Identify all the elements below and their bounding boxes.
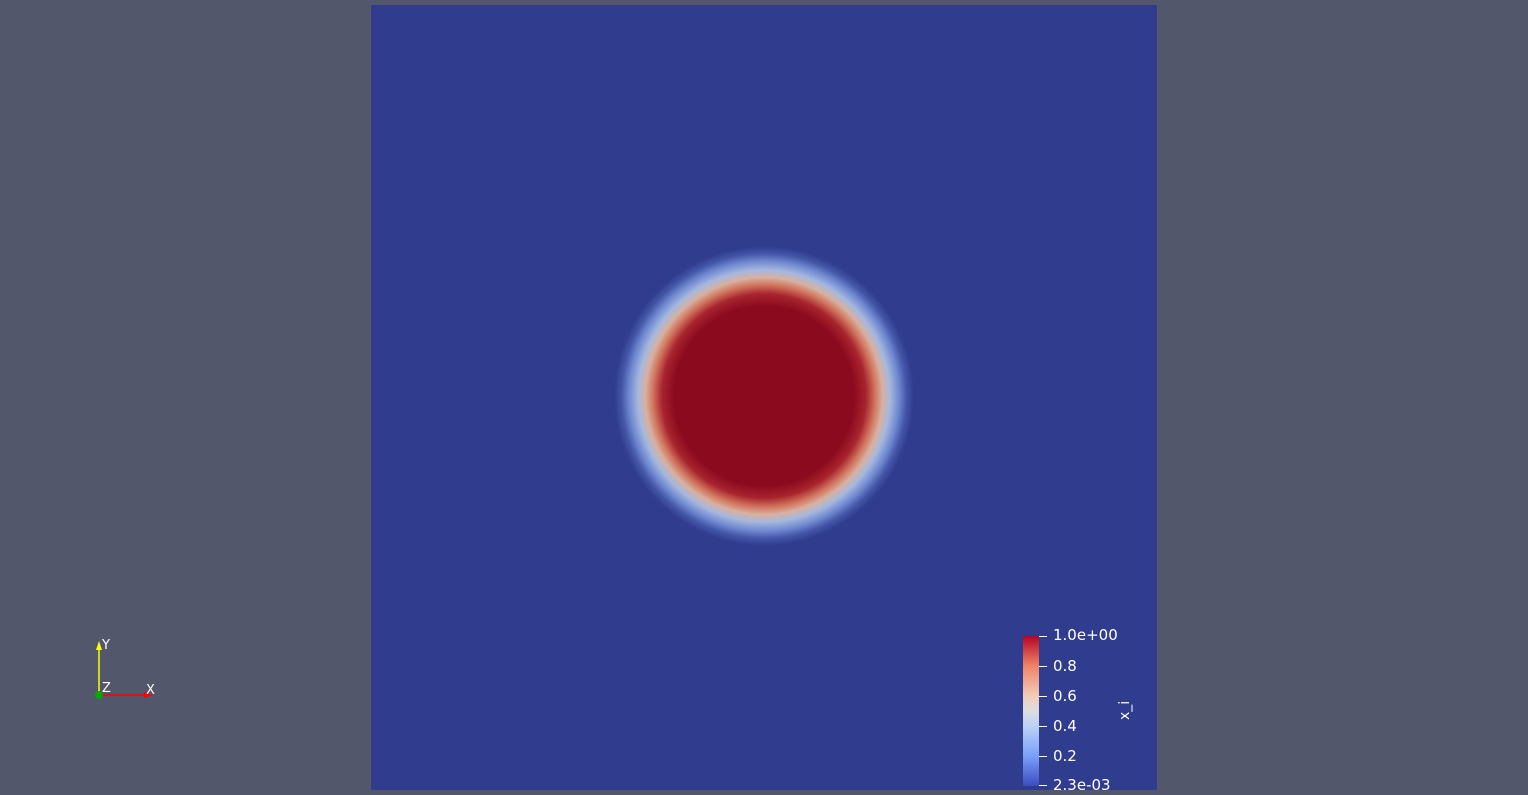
colorbar-tick	[1039, 696, 1047, 697]
colorbar-tick	[1039, 666, 1047, 667]
colorbar-tick	[1039, 636, 1047, 637]
colorbar-label-min: 2.3e-03	[1053, 776, 1111, 794]
colorbar-tick	[1039, 785, 1047, 786]
render-view-canvas[interactable]	[371, 5, 1157, 790]
z-axis-marker	[95, 691, 103, 699]
colorbar-label: 0.2	[1053, 747, 1077, 765]
colorbar-gradient	[1023, 636, 1039, 786]
x-axis-label: X	[146, 683, 155, 698]
orientation-axes-triad: Y Z X	[88, 636, 168, 706]
colorbar-label-max: 1.0e+00	[1053, 626, 1118, 644]
field-blob-circle	[614, 246, 914, 546]
colorbar-label: 0.8	[1053, 657, 1077, 675]
x-axis-arrow	[144, 692, 153, 698]
colorbar-fill	[1023, 636, 1039, 786]
colorbar-label: 0.4	[1053, 717, 1077, 735]
colorbar-label: 0.6	[1053, 687, 1077, 705]
colorbar-tick	[1039, 726, 1047, 727]
colorbar-title: x_i	[1117, 700, 1133, 720]
y-axis-arrow	[96, 641, 102, 650]
colorbar-tick	[1039, 756, 1047, 757]
scalar-field-plot	[614, 246, 914, 546]
y-axis-label: Y	[102, 638, 110, 653]
z-axis-label: Z	[102, 681, 111, 696]
